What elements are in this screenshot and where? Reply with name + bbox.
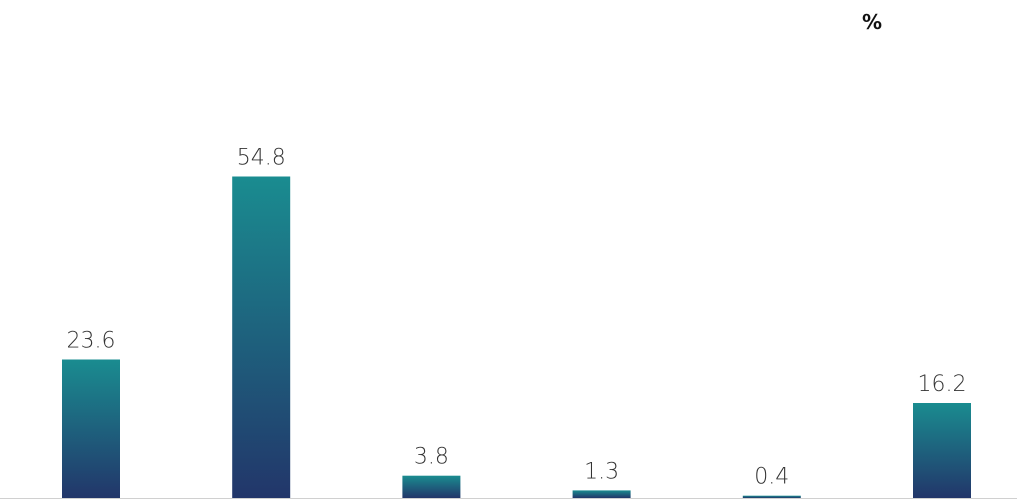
value-labels-group: 23.6 54.8 3.8 1.3 0.4 16.2 xyxy=(67,146,967,490)
bar-value-label-1: 23.6 xyxy=(67,329,116,354)
bar-4 xyxy=(572,490,631,498)
bar-value-label-3: 3.8 xyxy=(414,445,449,470)
bar-value-label-4: 1.3 xyxy=(584,459,619,484)
bars-group xyxy=(62,176,971,498)
unit-label: % xyxy=(862,10,883,34)
bar-6 xyxy=(913,403,971,498)
bar-5 xyxy=(742,495,801,498)
bar-value-label-6: 16.2 xyxy=(918,372,967,397)
bar-value-label-5: 0.4 xyxy=(754,465,789,490)
bar-1 xyxy=(62,359,120,498)
bar-value-label-2: 54.8 xyxy=(237,146,286,171)
bar-2 xyxy=(232,176,291,498)
bar-3 xyxy=(402,475,461,498)
